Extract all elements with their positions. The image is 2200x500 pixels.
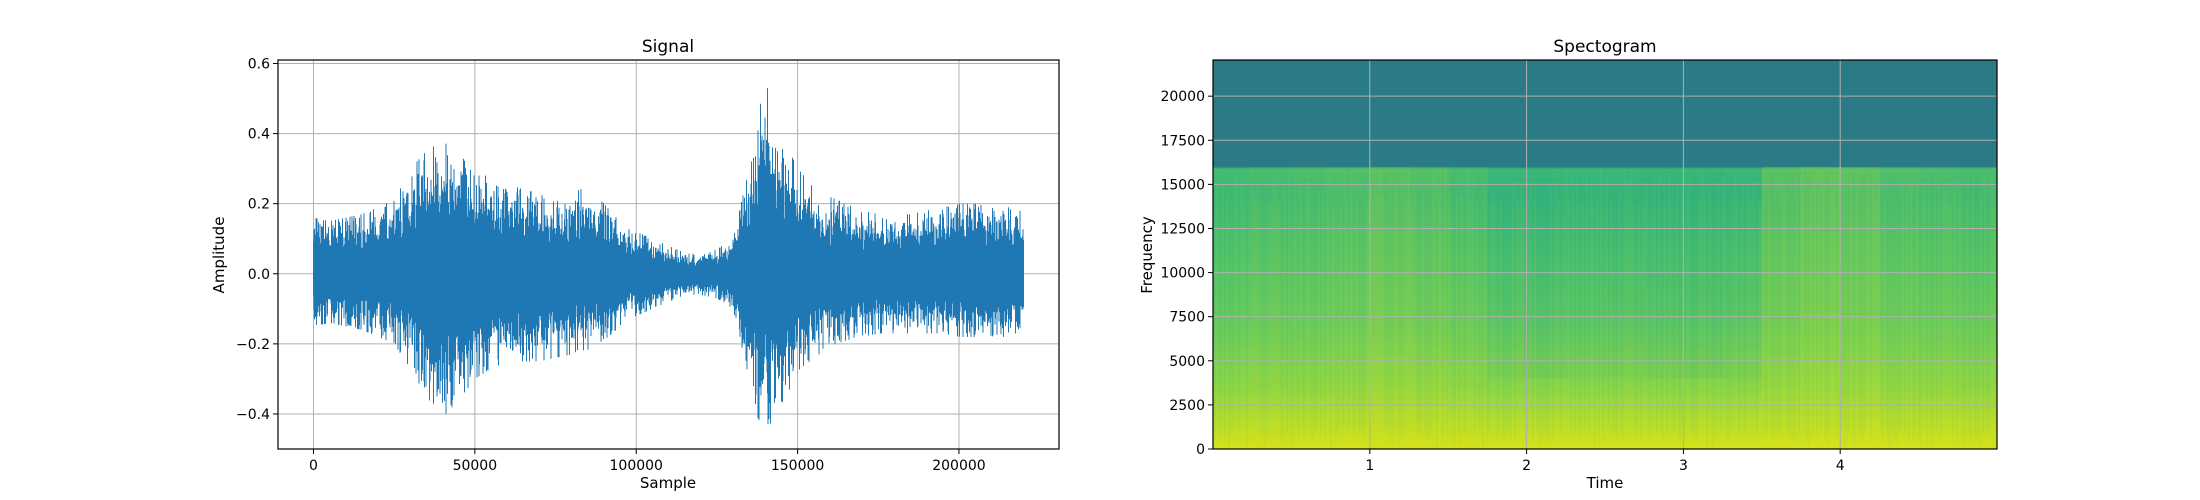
signal-waveform (313, 88, 1024, 425)
spectrogram-energy-column (1330, 166, 1371, 449)
spectrogram-x-ticks: 1 2 3 4 (1365, 449, 1845, 474)
signal-y-tick-label: −0.2 (236, 337, 270, 353)
spectrogram-x-tick-label: 1 (1365, 458, 1374, 474)
spectrogram-y-tick-label: 20000 (1160, 89, 1205, 105)
spectrogram-y-label: Frequency (1138, 216, 1156, 294)
spectrogram-y-tick-label: 17500 (1160, 133, 1205, 149)
spectrogram-energy-column (1291, 166, 1332, 449)
signal-y-tick-label: 0.4 (248, 127, 270, 143)
spectrogram-y-tick-label: 2500 (1169, 398, 1205, 414)
spectrogram-axes-frame (1212, 59, 1998, 450)
signal-axes-frame (277, 59, 1060, 450)
spectrogram-upper-band (1213, 60, 1997, 167)
spectrogram-x-tick-label: 4 (1836, 458, 1845, 474)
signal-title: Signal (642, 37, 694, 57)
spectrogram-y-tick-label: 10000 (1160, 266, 1205, 282)
signal-x-tick-label: 0 (309, 458, 318, 474)
spectrogram-energy-column (1840, 166, 1880, 449)
spectrogram-energy-column (1409, 166, 1449, 449)
spectrogram-grid (1213, 60, 1997, 450)
signal-x-label: Sample (640, 474, 696, 492)
signal-x-ticks: 0 50000 100000 150000 200000 (309, 449, 986, 474)
spectrogram-image (1212, 60, 1998, 449)
signal-x-tick-label: 150000 (771, 458, 824, 474)
signal-y-tick-label: 0.6 (248, 57, 270, 73)
signal-x-tick-label: 50000 (453, 458, 498, 474)
spectrogram-energy-column (1801, 166, 1841, 449)
spectrogram-y-ticks: 0 2500 5000 7500 10000 12500 15000 17500 20000 (1160, 89, 1213, 458)
spectrogram-energy-column (1918, 166, 1959, 449)
signal-x-tick-label: 200000 (932, 458, 985, 474)
signal-x-tick-label: 100000 (610, 458, 663, 474)
spectrogram-y-tick-label: 7500 (1169, 310, 1205, 326)
spectrogram-energy-column (1252, 166, 1292, 449)
spectrogram-y-tick-label: 0 (1196, 442, 1205, 458)
spectrogram-x-tick-label: 3 (1679, 458, 1688, 474)
signal-y-tick-label: 0.0 (248, 267, 270, 283)
spectrogram-title: Spectogram (1553, 37, 1656, 57)
signal-y-label: Amplitude (210, 217, 228, 294)
signal-y-tick-label: 0.2 (248, 197, 270, 213)
spectrogram-x-label: Time (1586, 474, 1624, 492)
signal-chart: Signal 0 50000 100000 150000 200000 −0.4 −0.2… (210, 37, 1060, 492)
spectrogram-energy-column (1957, 166, 1998, 449)
signal-y-ticks: −0.4 −0.2 0.0 0.2 0.4 0.6 (236, 57, 278, 423)
spectrogram-y-tick-label: 5000 (1169, 354, 1205, 370)
spectrogram-energy-column (1761, 166, 1802, 449)
spectrogram-x-tick-label: 2 (1522, 458, 1531, 474)
spectrogram-energy-column (1448, 166, 1488, 449)
spectrogram-y-tick-label: 15000 (1160, 177, 1205, 193)
spectrogram-energy-column (1879, 166, 1920, 449)
spectrogram-energy-column (1213, 166, 1253, 449)
signal-y-tick-label: −0.4 (236, 407, 270, 423)
spectrogram-energy-column (1369, 166, 1410, 449)
spectrogram-chart: Spectogram 1 2 3 4 0 2500 5000 7500 10000 12500 1… (1138, 37, 1998, 492)
spectrogram-y-tick-label: 12500 (1160, 221, 1205, 237)
signal-line (313, 88, 1024, 425)
